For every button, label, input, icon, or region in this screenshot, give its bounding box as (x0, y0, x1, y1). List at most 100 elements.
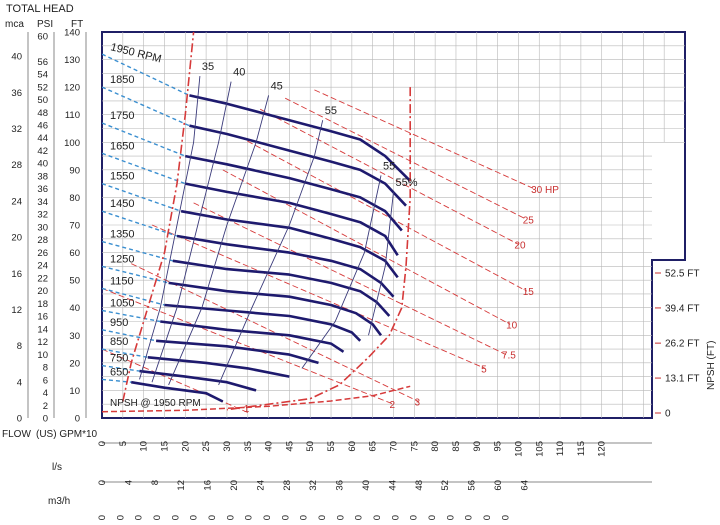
speed-curve-label: 650 (110, 366, 128, 378)
speed-curves (102, 53, 412, 403)
power-line-label: 15 (523, 287, 535, 298)
head-tick-label-psi: 8 (43, 363, 48, 374)
head-tick-label-ft: 0 (75, 414, 80, 425)
head-tick-label-psi: 0 (43, 414, 48, 425)
head-tick-label-mca: 16 (11, 269, 22, 280)
speed-curve-label: 1450 (110, 198, 134, 210)
speed-curve-label: 1850 (110, 74, 134, 86)
head-tick-label-psi: 56 (37, 57, 48, 68)
flow-tick-label: 50 (189, 515, 200, 520)
head-tick-label-psi: 42 (37, 146, 48, 157)
operating-limit-curve (226, 87, 412, 411)
speed-curve-label: 1050 (110, 297, 134, 309)
speed-curve-label: 1750 (110, 110, 134, 122)
efficiency-curve (301, 175, 382, 369)
speed-curve-extension (102, 86, 190, 127)
efficiency-curve (151, 81, 232, 383)
npsh-tick-label: 0 (665, 409, 671, 420)
flow-tick-label: 56 (467, 480, 478, 491)
flow-tick-label: 80 (430, 441, 441, 452)
speed-curve (189, 124, 407, 207)
head-tick-label-mca: 20 (11, 233, 22, 244)
speed-curve-extension (102, 329, 157, 342)
power-line (193, 202, 507, 356)
flow-tick-label: 45 (284, 441, 295, 452)
power-line-label: 3 (414, 397, 420, 408)
flow-tick-label: 90 (262, 515, 273, 520)
flow-tick-label: 160 (390, 515, 401, 520)
speed-curve (130, 380, 224, 403)
speed-curve-extension (102, 287, 165, 306)
power-line-label: 7.5 (502, 351, 516, 362)
efficiency-curve (368, 191, 394, 336)
head-tick-label-mca: 12 (11, 305, 22, 316)
head-axes: 0481216202428323640024681012141618202224… (11, 28, 87, 425)
npsh-curve (101, 385, 411, 413)
npsh-tick-label: 26.2 FT (665, 339, 699, 350)
head-tick-label-psi: 44 (37, 133, 48, 144)
speed-curve-extension (102, 364, 140, 372)
speed-curve-label: 1550 (110, 171, 134, 183)
chart-title: TOTAL HEAD (6, 3, 74, 15)
flow-tick-label: 36 (335, 480, 346, 491)
flow-tick-label: 110 (299, 515, 310, 520)
flow-tick-label: 35 (243, 441, 254, 452)
speed-curve (168, 281, 383, 337)
head-tick-label-psi: 10 (37, 350, 48, 361)
speed-curve-label: 1250 (110, 253, 134, 265)
power-line (284, 97, 528, 220)
head-tick-label-psi: 2 (43, 401, 48, 412)
speed-curve-label: 750 (110, 353, 128, 365)
head-tick-label-mca: 8 (17, 341, 22, 352)
flow-axes: 0 5 10 15 20 25 30 35 40 45 50 55 60 65 70 75 80 85 90 95 10… (97, 441, 652, 525)
flow-tick-label: 105 (534, 441, 545, 457)
head-tick-label-ft: 110 (65, 110, 80, 121)
head-tick-label-psi: 26 (37, 248, 48, 259)
efficiency-curve-label: 55 (325, 105, 337, 117)
flow-tick-label: 110 (555, 441, 566, 456)
flow-tick-label: 0 (97, 441, 108, 446)
flow-tick-label: 70 (389, 441, 400, 452)
flow-tick-label: 4 (123, 480, 134, 485)
head-tick-label-psi: 14 (37, 324, 48, 335)
flow-tick-label: 16 (203, 480, 214, 491)
flow-tick-label: 85 (451, 441, 462, 452)
flow-tick-label: 5 (118, 441, 129, 446)
head-tick-label-ft: 130 (64, 55, 80, 66)
power-line-label: 25 (523, 215, 535, 226)
head-tick-label-ft: 100 (64, 138, 80, 149)
head-tick-label-psi: 28 (37, 235, 48, 246)
head-tick-label-psi: 6 (43, 375, 48, 386)
head-tick-label-mca: 32 (11, 124, 22, 135)
head-tick-label-ft: 40 (69, 303, 80, 314)
speed-curve (189, 94, 412, 182)
efficiency-curves (139, 76, 394, 386)
efficiency-curve-label: 55% (396, 177, 418, 189)
flow-tick-label: 15 (159, 441, 170, 452)
speed-curve (139, 369, 257, 392)
speed-curve-label: 1150 (110, 275, 134, 287)
flow-tick-label: 0 (97, 480, 108, 485)
head-tick-label-psi: 32 (37, 210, 48, 221)
flow-tick-label: 50 (305, 441, 316, 452)
speed-curve (164, 303, 362, 342)
head-tick-label-psi: 34 (37, 197, 48, 208)
flow-tick-label: 60 (493, 480, 504, 491)
flow-tick-label: 100 (280, 515, 291, 520)
power-line (222, 169, 511, 325)
head-tick-label-ft: 20 (69, 358, 80, 369)
flow-tick-label: 220 (500, 515, 511, 520)
head-tick-label-ft: 60 (69, 248, 80, 259)
flow-tick-label: 30 (152, 515, 163, 520)
npsh-curve-line (101, 385, 411, 413)
flow-tick-label: 55 (326, 441, 337, 452)
flow-tick-label: 20 (180, 441, 191, 452)
head-tick-label-mca: 40 (11, 52, 22, 63)
speed-curve (180, 209, 399, 279)
flow-tick-label: 210 (482, 515, 493, 520)
flow-tick-label: 75 (409, 441, 420, 452)
flow-tick-label: 120 (597, 441, 608, 457)
flow-tick-label: 40 (264, 441, 275, 452)
